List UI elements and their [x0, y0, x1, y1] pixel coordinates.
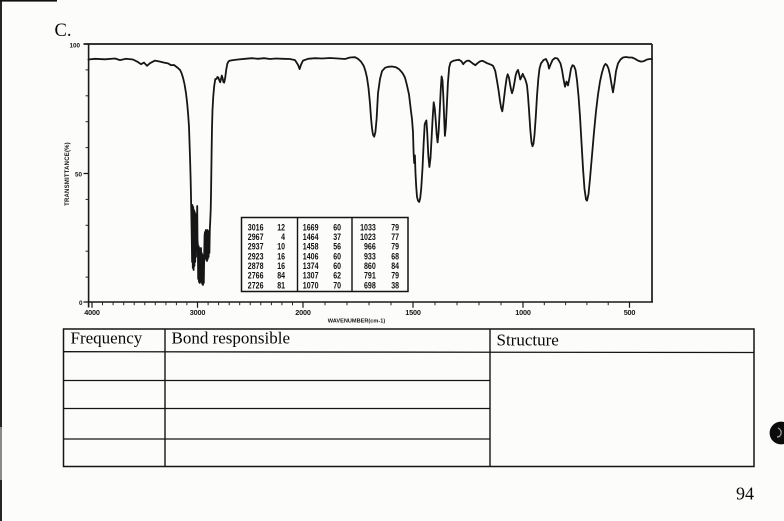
svg-text:81: 81	[277, 280, 285, 290]
svg-text:84: 84	[391, 261, 399, 271]
svg-text:0: 0	[79, 300, 83, 307]
svg-text:1374: 1374	[303, 261, 319, 271]
svg-text:Frequency: Frequency	[71, 329, 143, 348]
svg-text:1023: 1023	[360, 232, 376, 242]
svg-text:2766: 2766	[248, 271, 264, 281]
svg-text:2937: 2937	[248, 242, 264, 252]
svg-text:1406: 1406	[303, 251, 319, 261]
svg-text:2726: 2726	[248, 280, 264, 290]
svg-text:TRANSMITTANCE(%): TRANSMITTANCE(%)	[65, 142, 71, 206]
svg-text:62: 62	[333, 271, 341, 281]
svg-text:79: 79	[391, 242, 399, 252]
svg-text:70: 70	[333, 280, 341, 290]
svg-text:38: 38	[391, 280, 399, 290]
svg-text:2967: 2967	[248, 232, 264, 242]
svg-text:2000: 2000	[295, 308, 311, 317]
svg-text:16: 16	[277, 251, 285, 261]
svg-text:60: 60	[333, 261, 341, 271]
svg-text:1669: 1669	[303, 222, 319, 232]
svg-text:79: 79	[391, 271, 399, 281]
svg-text:94: 94	[736, 484, 754, 504]
svg-text:966: 966	[364, 242, 376, 252]
svg-text:16: 16	[277, 261, 285, 271]
svg-text:791: 791	[364, 271, 376, 281]
svg-text:1033: 1033	[360, 222, 376, 232]
svg-text:1000: 1000	[515, 308, 531, 317]
svg-text:1500: 1500	[405, 308, 421, 317]
svg-text:1458: 1458	[303, 242, 319, 252]
svg-text:84: 84	[277, 271, 285, 281]
svg-text:77: 77	[391, 232, 399, 242]
svg-text:1307: 1307	[303, 271, 319, 281]
svg-text:933: 933	[364, 251, 376, 261]
svg-text:12: 12	[277, 222, 285, 232]
svg-text:2923: 2923	[248, 251, 264, 261]
svg-text:68: 68	[391, 251, 399, 261]
svg-text:C.: C.	[55, 21, 72, 41]
svg-text:3000: 3000	[190, 308, 206, 317]
svg-text:1464: 1464	[303, 232, 319, 242]
svg-text:860: 860	[364, 261, 376, 271]
svg-text:4000: 4000	[84, 308, 100, 317]
svg-text:4: 4	[281, 232, 286, 242]
svg-text:60: 60	[333, 251, 341, 261]
svg-text:100: 100	[69, 43, 80, 50]
svg-text:2878: 2878	[248, 261, 264, 271]
svg-text:698: 698	[364, 280, 376, 290]
svg-text:Bond responsible: Bond responsible	[172, 329, 291, 348]
svg-text:50: 50	[75, 172, 83, 179]
svg-text:56: 56	[333, 242, 341, 252]
svg-text:3016: 3016	[248, 222, 264, 232]
svg-text:Structure: Structure	[497, 330, 559, 349]
svg-text:1070: 1070	[303, 280, 319, 290]
svg-text:60: 60	[333, 222, 341, 232]
svg-text:WAVENUMBER(cm-1): WAVENUMBER(cm-1)	[328, 318, 386, 324]
svg-text:79: 79	[391, 222, 399, 232]
svg-text:37: 37	[333, 232, 341, 242]
svg-text:10: 10	[277, 242, 285, 252]
svg-text:500: 500	[624, 308, 636, 317]
